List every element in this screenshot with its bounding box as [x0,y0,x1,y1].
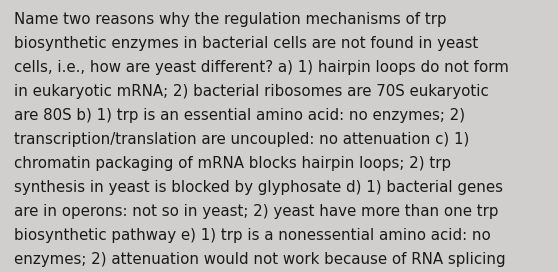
Text: chromatin packaging of mRNA blocks hairpin loops; 2) trp: chromatin packaging of mRNA blocks hairp… [14,156,451,171]
Text: are 80S b) 1) trp is an essential amino acid: no enzymes; 2): are 80S b) 1) trp is an essential amino … [14,108,465,123]
Text: biosynthetic enzymes in bacterial cells are not found in yeast: biosynthetic enzymes in bacterial cells … [14,36,478,51]
Text: Name two reasons why the regulation mechanisms of trp: Name two reasons why the regulation mech… [14,12,446,27]
Text: cells, i.e., how are yeast different? a) 1) hairpin loops do not form: cells, i.e., how are yeast different? a)… [14,60,509,75]
Text: synthesis in yeast is blocked by glyphosate d) 1) bacterial genes: synthesis in yeast is blocked by glyphos… [14,180,503,195]
Text: enzymes; 2) attenuation would not work because of RNA splicing: enzymes; 2) attenuation would not work b… [14,252,506,267]
Text: biosynthetic pathway e) 1) trp is a nonessential amino acid: no: biosynthetic pathway e) 1) trp is a none… [14,228,490,243]
Text: transcription/translation are uncoupled: no attenuation c) 1): transcription/translation are uncoupled:… [14,132,469,147]
Text: are in operons: not so in yeast; 2) yeast have more than one trp: are in operons: not so in yeast; 2) yeas… [14,204,498,219]
Text: in eukaryotic mRNA; 2) bacterial ribosomes are 70S eukaryotic: in eukaryotic mRNA; 2) bacterial ribosom… [14,84,489,99]
